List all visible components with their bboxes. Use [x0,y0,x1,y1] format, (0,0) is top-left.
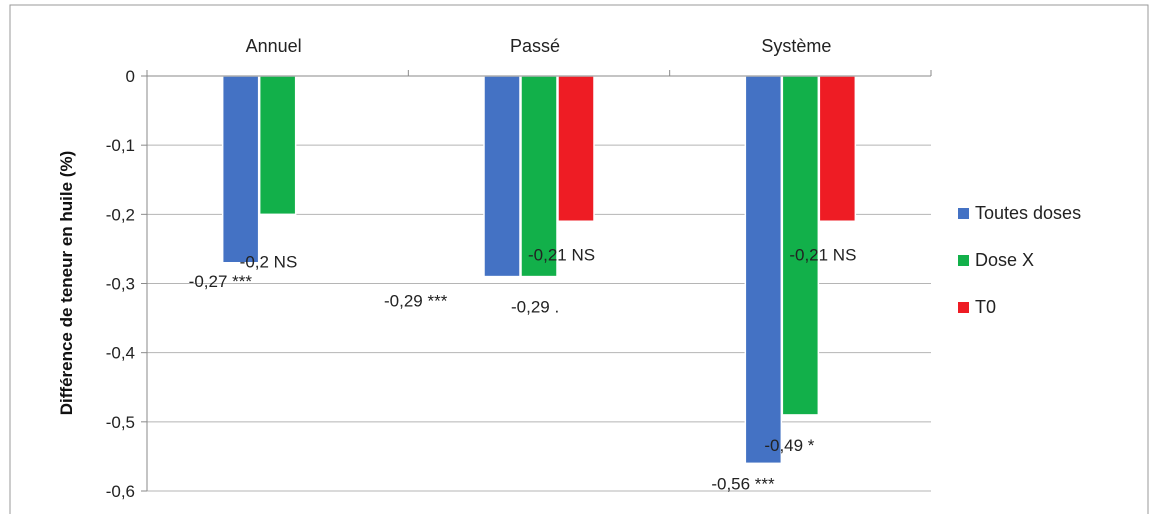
chart-frame [9,4,1149,514]
legend-label: T0 [975,297,996,317]
y-tick-label: -0,3 [106,275,135,294]
y-tick-label: -0,1 [106,136,135,155]
category-label: Système [761,36,831,56]
bars [221,75,857,465]
bar-t0 [818,75,857,222]
category-label: Passé [510,36,560,56]
bar-toutes-doses [483,75,521,278]
data-label: -0,21 NS [789,245,856,264]
legend-label: Toutes doses [975,203,1081,223]
legend-swatch [958,208,969,219]
y-tick-label: -0,4 [106,344,135,363]
legend-swatch [958,255,969,266]
data-labels: -0,27 *** -0,29 *** -0,56 *** -0,2 NS -0,29 … [189,245,857,493]
y-axis-label: Différence de teneur en huile (%) [57,151,76,416]
data-label: -0,27 *** [189,272,253,291]
data-label: -0,21 NS [528,245,595,264]
y-tick-label: 0 [126,67,135,86]
bar-toutes-doses [744,75,783,465]
data-label: -0,56 *** [711,474,775,493]
data-label: -0,29 . [511,298,559,317]
bar-dose-x [258,75,297,216]
bar-dose-x [781,75,820,416]
y-tick-label: -0,2 [106,205,135,224]
data-label: -0,49 * [764,436,814,455]
bar-toutes-doses [221,75,260,264]
y-tick-label: -0,5 [106,413,135,432]
data-label: -0,2 NS [240,252,298,271]
bar-t0 [557,75,595,222]
legend-swatch [958,302,969,313]
data-label: -0,29 *** [384,292,448,311]
legend: Toutes doses Dose X T0 [958,203,1081,317]
bar-dose-x [520,75,558,278]
category-label: Annuel [246,36,302,56]
legend-label: Dose X [975,250,1034,270]
axes: 0 -0,1 -0,2 -0,3 -0,4 -0,5 -0,6 Annuel Passé Syst… [106,36,932,501]
y-tick-label: -0,6 [106,482,135,501]
